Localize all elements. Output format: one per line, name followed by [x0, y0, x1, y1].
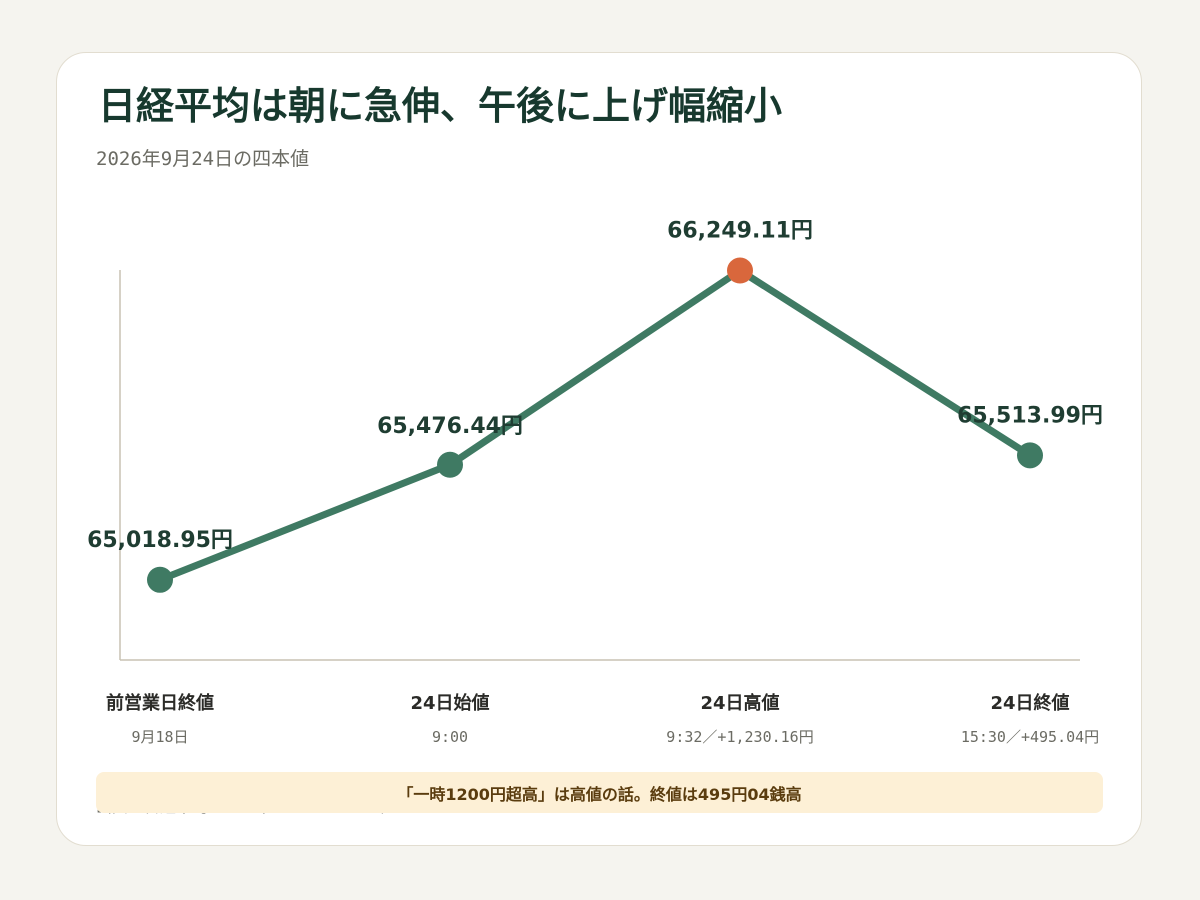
chart-title: 日経平均は朝に急伸、午後に上げ幅縮小 — [98, 84, 783, 128]
x-tick-label: 前営業日終値 — [106, 692, 214, 714]
x-tick-sublabel: 9月18日 — [131, 728, 188, 746]
x-tick-sublabel: 15:30／+495.04円 — [961, 728, 1099, 746]
data-label: 65,476.44円 — [377, 414, 523, 439]
data-point — [437, 451, 463, 478]
data-point — [1017, 442, 1043, 469]
data-point-high — [727, 257, 753, 284]
x-tick-label: 24日終値 — [990, 692, 1069, 714]
series-line — [156, 267, 1034, 584]
chart-subtitle: 2026年9月24日の四本値 — [96, 148, 310, 170]
data-point — [147, 566, 173, 593]
data-label: 65,513.99円 — [957, 403, 1103, 428]
x-tick-sublabel: 9:00 — [432, 728, 468, 746]
x-tick-sublabel: 9:32／+1,230.16円 — [666, 728, 813, 746]
chart-card — [56, 52, 1142, 846]
highlight-note: 「一時1200円超高」は高値の話。終値は495円04銭高 — [96, 772, 1103, 813]
x-tick-label: 24日始値 — [410, 692, 489, 714]
data-label: 65,018.95円 — [87, 528, 233, 553]
data-label: 66,249.11円 — [667, 219, 813, 244]
x-tick-label: 24日高値 — [700, 692, 779, 714]
